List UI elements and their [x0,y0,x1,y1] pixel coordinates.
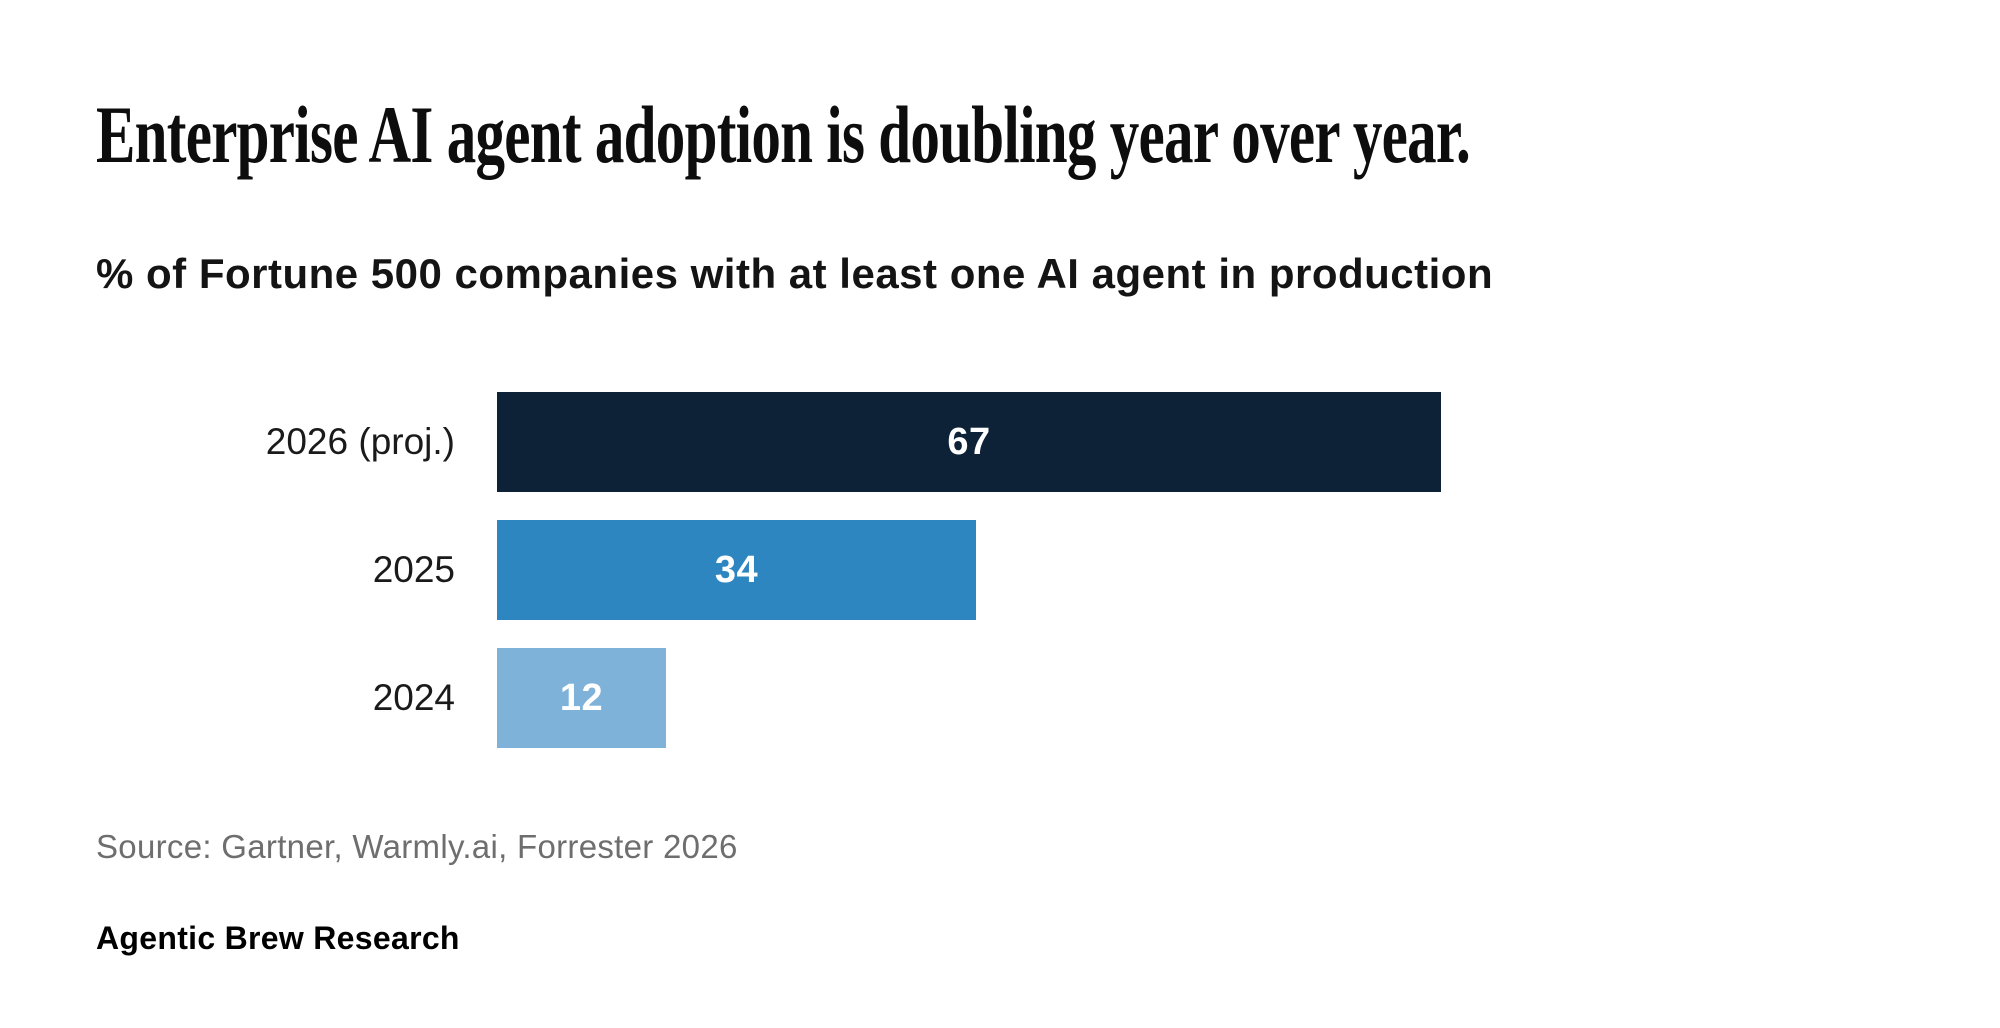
bar-fill: 12 [497,648,667,748]
bar-track: 34 [497,520,1441,620]
bar-value-label: 12 [559,676,604,719]
bar-fill: 67 [497,392,1441,492]
bar-row-2024: 2024 12 [96,648,1496,748]
source-note: Source: Gartner, Warmly.ai, Forrester 20… [96,828,738,865]
bar-row-2026: 2026 (proj.) 67 [96,392,1496,492]
chart-title: Enterprise AI agent adoption is doubling… [96,89,1471,180]
bar-track: 12 [497,648,1441,748]
bar-row-2025: 2025 34 [96,520,1496,620]
bar-fill: 34 [497,520,977,620]
bar-value-label: 34 [714,548,759,591]
chart-subtitle: % of Fortune 500 companies with at least… [96,250,1494,297]
bar-category-label: 2024 [372,677,455,718]
bar-chart: 2026 (proj.) 67 2025 34 2024 12 [96,392,1496,748]
bar-value-label: 67 [947,420,991,463]
brand-attribution: Agentic Brew Research [96,920,460,956]
bar-category-label: 2026 (proj.) [265,421,455,462]
bar-track: 67 [497,392,1441,492]
bar-category-label: 2025 [372,549,455,590]
